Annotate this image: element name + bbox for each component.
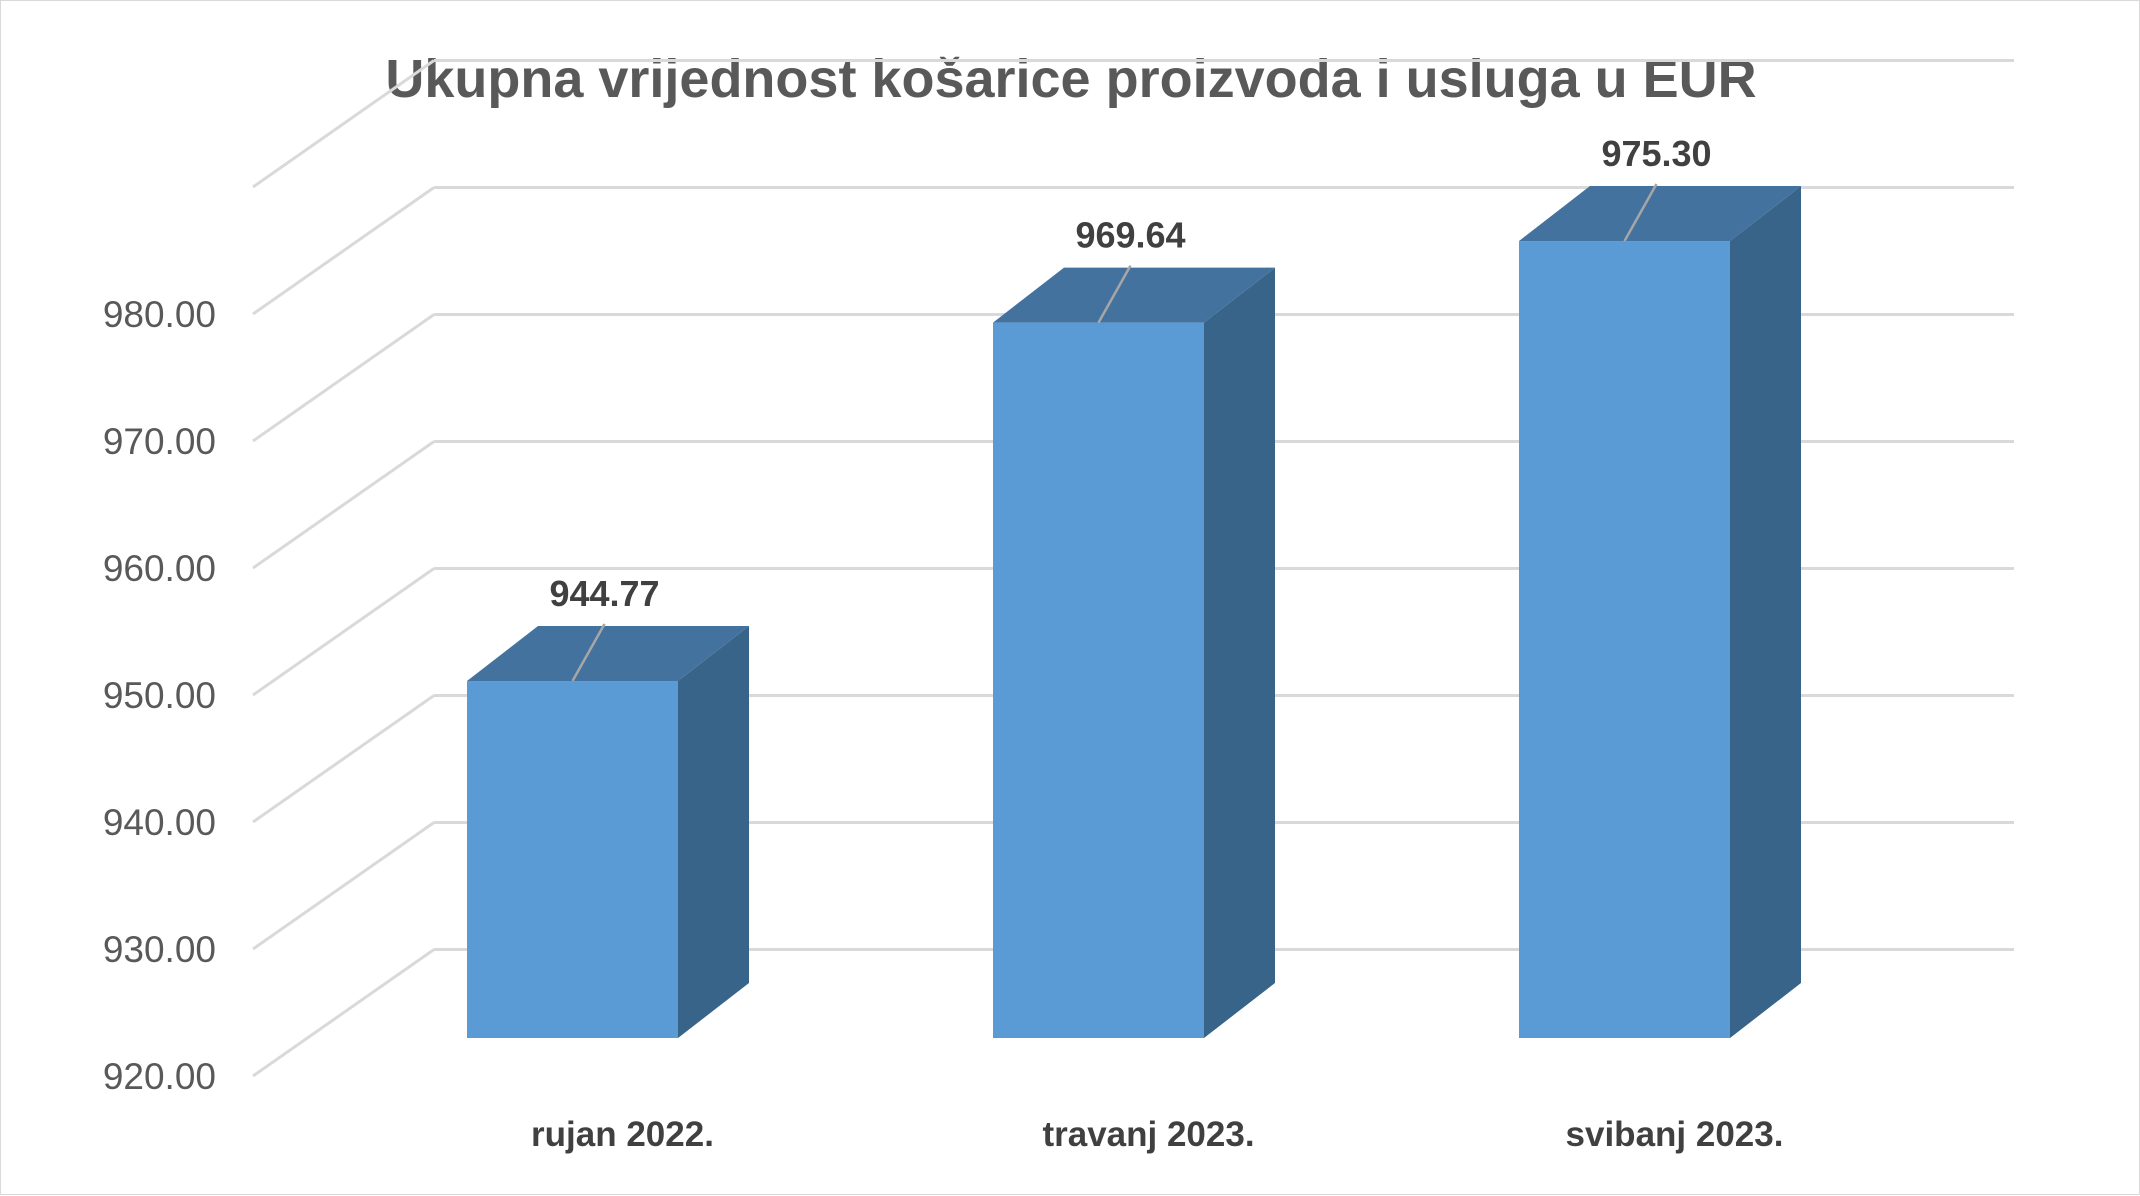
leader-lines (571, 183, 1658, 682)
y-tick-label: 980.00 (103, 294, 216, 335)
data-label: 975.30 (1601, 133, 1711, 174)
bars (467, 186, 1801, 1039)
bar-side (678, 626, 749, 1038)
y-tick-label: 970.00 (103, 421, 216, 462)
gridline-depth (252, 313, 435, 443)
data-label: 969.64 (1075, 215, 1185, 256)
bar (1519, 241, 1730, 1038)
gridline-depth (252, 59, 435, 189)
y-tick-label: 930.00 (103, 929, 216, 970)
y-tick-label: 960.00 (103, 548, 216, 589)
gridline-depth (252, 694, 435, 824)
y-tick-label: 940.00 (103, 802, 216, 843)
y-tick-label: 920.00 (103, 1056, 216, 1097)
x-axis-categories: rujan 2022. travanj 2023. svibanj 2023. (531, 1115, 1783, 1154)
bar (993, 322, 1204, 1039)
bar-top (993, 267, 1275, 323)
gridline-depth (252, 567, 435, 697)
gridline-depth (252, 948, 435, 1078)
leader-line (1623, 183, 1658, 242)
bar-side (1730, 186, 1801, 1038)
leader-line (571, 623, 606, 682)
bar (467, 681, 678, 1038)
data-labels: 944.77 969.64 975.30 (549, 133, 1711, 614)
x-category-label: rujan 2022. (531, 1115, 714, 1154)
y-axis-ticks: 920.00 930.00 940.00 950.00 960.00 970.00 980.… (103, 294, 216, 1097)
bar-top (467, 626, 749, 682)
y-tick-label: 950.00 (103, 675, 216, 716)
bar-side (1204, 267, 1275, 1039)
data-label: 944.77 (549, 573, 659, 614)
bar-top (1519, 186, 1801, 242)
gridline-depth (252, 821, 435, 951)
gridline-depth (252, 440, 435, 570)
leader-line (1097, 264, 1132, 324)
gridline-depth (252, 186, 435, 316)
x-category-label: travanj 2023. (1042, 1115, 1254, 1154)
x-category-label: svibanj 2023. (1566, 1115, 1784, 1154)
chart-title: Ukupna vrijednost košarice proizvoda i u… (385, 49, 1756, 109)
